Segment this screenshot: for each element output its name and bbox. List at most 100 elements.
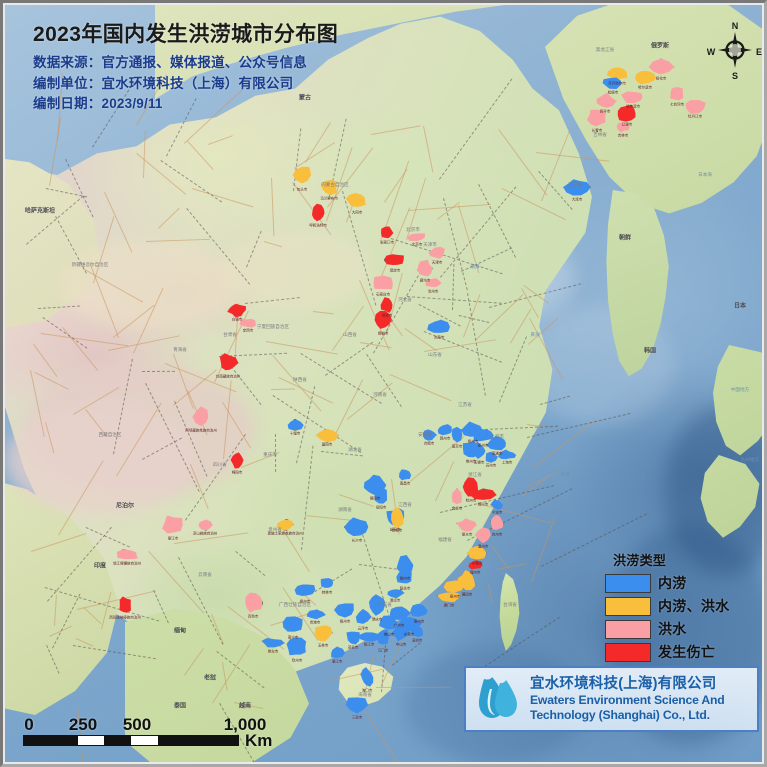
city-label: 定西市 [242,328,254,333]
city-label: 云浮市 [357,626,369,631]
city-region-casualties[interactable] [383,254,404,265]
city-region-waterlogging-and-flood[interactable] [320,180,337,196]
city-region-waterlogging-and-flood[interactable] [345,193,366,207]
city-label: 丽水市 [461,532,473,537]
city-label: 肇庆市 [371,617,383,622]
city-label: 大同市 [351,210,363,215]
city-region-casualties[interactable] [617,104,636,122]
city-region-waterlogging[interactable] [410,625,423,638]
province-label: 湖北省 [348,447,362,452]
province-label: 宁夏回族自治区 [256,324,290,329]
city-region-waterlogging[interactable] [410,603,428,617]
city-region-waterlogging[interactable] [345,697,369,714]
scale-tick-1000: 1,000 [223,715,267,734]
city-region-flood[interactable] [428,246,446,259]
legend-swatch-flood [605,619,651,639]
city-region-waterlogging-and-flood[interactable] [443,580,465,593]
city-region-waterlogging[interactable] [282,616,303,632]
city-label: 惠州市 [413,619,425,624]
city-region-flood[interactable] [621,91,643,103]
city-region-casualties[interactable] [381,226,394,239]
city-region-casualties[interactable] [374,310,392,329]
city-region-waterlogging[interactable] [462,441,479,458]
province-label: 江苏省 [458,402,472,407]
city-label: 杭州市 [465,498,477,503]
city-region-waterlogging[interactable] [422,429,437,441]
country-label: 俄罗斯 [650,43,670,50]
country-label: 泰国 [173,703,187,710]
scale-tick-0: 0 [24,715,34,734]
city-region-waterlogging[interactable] [294,584,316,597]
city-region-flood[interactable] [162,515,183,534]
city-region-flood[interactable] [451,488,462,505]
scale-segment [104,736,131,745]
city-region-waterlogging[interactable] [376,629,389,645]
city-label: 邢台市 [381,313,393,318]
scale-unit-label: Km [245,731,273,750]
city-region-flood[interactable] [586,109,607,127]
city-region-flood[interactable] [670,87,684,101]
legend-label-waterlogging-and-flood: 内涝、洪水 [658,598,730,614]
city-label: 佛山市 [383,632,395,637]
city-region-waterlogging[interactable] [357,632,380,642]
city-label: 张家口市 [380,240,394,245]
city-label: 石家庄市 [376,292,390,297]
city-label: 辽源市 [621,122,633,127]
city-region-waterlogging-and-flood[interactable] [606,67,628,79]
data-source-line: 数据来源：官方通报、媒体报道、公众号信息 [33,55,307,71]
compile-date-line: 编制日期：2023/9/11 [33,96,163,112]
city-label: 上海市 [501,460,513,465]
city-region-waterlogging[interactable] [344,517,369,537]
title-block: 2023年国内发生洪涝城市分布图 数据来源：官方通报、媒体报道、公众号信息 编制… [33,23,338,115]
city-region-waterlogging[interactable] [602,77,622,89]
scale-tick-500: 500 [122,715,152,734]
city-region-waterlogging[interactable] [320,578,334,588]
city-region-waterlogging[interactable] [390,606,411,620]
city-label: 长沙市 [351,538,363,543]
city-region-flood[interactable] [474,527,491,544]
city-region-flood[interactable] [425,278,442,288]
taklamakan-tint [60,240,240,330]
city-region-waterlogging[interactable] [286,637,307,656]
city-region-flood[interactable] [192,406,209,427]
city-label: 哈尔滨市 [638,85,652,90]
city-region-flood[interactable] [245,592,263,613]
water-drop-logo-icon [479,677,517,718]
scale-tick-labels: 0 250 500 1,000 [23,715,266,735]
city-region-casualties[interactable] [230,452,244,469]
city-region-casualties[interactable] [119,596,131,613]
city-label: 南京市 [451,444,463,449]
legend-item-waterlogging-and-flood[interactable]: 内涝、洪水 [605,596,730,616]
province-label: 四川省 [213,462,227,467]
city-region-waterlogging[interactable] [398,469,412,481]
city-region-flood[interactable] [407,233,426,242]
city-label: 七台河市 [670,102,684,107]
city-region-waterlogging[interactable] [396,554,414,574]
city-region-waterlogging-and-flood[interactable] [391,507,404,528]
city-region-flood[interactable] [373,275,393,290]
legend-item-flood[interactable]: 洪水 [605,619,730,639]
compass-icon: N S W E [707,21,762,81]
city-region-waterlogging[interactable] [333,603,354,618]
city-region-waterlogging[interactable] [374,487,388,504]
city-region-waterlogging[interactable] [563,179,591,196]
city-region-waterlogging-and-flood[interactable] [314,625,333,642]
city-label: 岳阳市 [375,505,387,510]
city-region-waterlogging-and-flood[interactable] [292,166,312,184]
city-region-flood[interactable] [616,122,630,133]
city-region-flood[interactable] [239,318,256,328]
city-label: 中山市 [395,642,407,647]
city-region-waterlogging[interactable] [396,570,412,584]
city-label: 廊坊市 [419,278,431,283]
city-region-casualties[interactable] [462,477,479,497]
legend-item-waterlogging[interactable]: 内涝 [605,573,730,593]
city-region-waterlogging[interactable] [451,426,463,443]
province-label: 台湾省 [503,602,517,607]
province-label: 辽宁省 [568,182,582,187]
legend-item-casualties[interactable]: 发生伤亡 [605,642,730,662]
city-label: 钦州市 [291,658,303,663]
city-region-waterlogging[interactable] [346,631,360,645]
city-region-waterlogging-and-flood[interactable] [635,71,656,85]
map-canvas[interactable]: 乌兰察布市 呼和浩特市 包头市 大同市 张家口市 北京市 天津市 保定市 廊坊市 石家庄市 邢台市 沧… [5,5,762,762]
